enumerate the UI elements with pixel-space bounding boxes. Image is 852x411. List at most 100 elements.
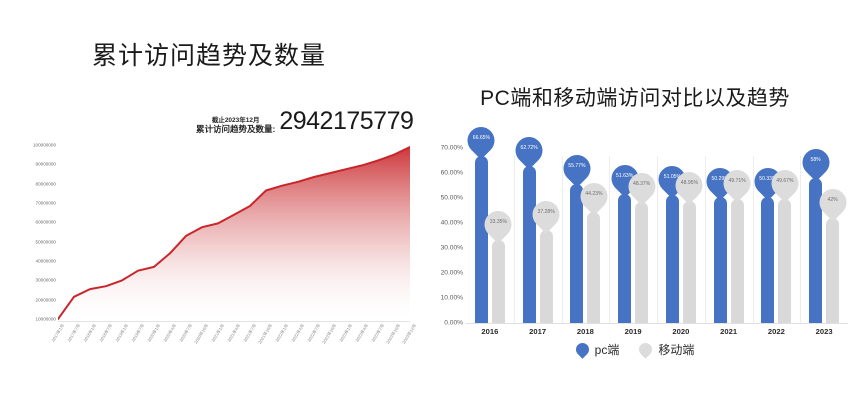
bar-pc-2018[interactable]: 55.77%: [557, 149, 596, 323]
left-x-tick-label: 2020年1月: [146, 323, 162, 343]
bar-pc-2016[interactable]: 66.65%: [462, 121, 501, 323]
left-x-tick-label: 2022年4月: [290, 323, 306, 343]
right-y-tick-label: 0.00%: [444, 319, 463, 327]
legend-label: pc端: [594, 343, 620, 357]
bar-value-label: 50.29%: [711, 176, 729, 183]
left-x-tick-label: 2021年4月: [226, 323, 242, 343]
right-x-tick-label: 2019: [624, 327, 642, 336]
right-x-tick-label: 2017: [529, 327, 547, 336]
bar-value-label: 48.95%: [680, 179, 699, 186]
value-pin-mobile-2023: 42%: [813, 183, 852, 222]
left-x-tick-label: 2022年7月: [306, 323, 322, 343]
bar-pc-2020[interactable]: 51.05%: [653, 160, 692, 323]
bar-value-label: 58%: [810, 156, 821, 163]
left-x-tick-label: 2023年7月: [370, 323, 386, 343]
cumulative-area-chart: 100000000 90000000 80000000 70000000 6000000…: [0, 143, 418, 368]
right-y-tick-label: 40.00%: [440, 219, 463, 227]
bar-group-2021: 50.29% 49.71%: [701, 148, 757, 323]
value-pin-pc-2016: 66.65%: [462, 121, 501, 160]
legend-item-pc[interactable]: pc端: [572, 340, 620, 359]
bar-mobile-2022[interactable]: 49.67%: [765, 164, 804, 323]
kpi-asof-label: 截止2023年12月: [211, 117, 260, 125]
value-pin-pc-2022: 50.33%: [748, 162, 787, 201]
left-x-tick-label: 2018年1月: [82, 323, 98, 343]
right-y-tick-label: 10.00%: [440, 294, 463, 302]
left-y-tick-label: 90000000: [35, 161, 56, 167]
bar-group-2020: 51.05% 48.95%: [653, 148, 709, 323]
kpi-metric-label: 累计访问趋势及数量:: [196, 123, 276, 134]
value-pin-pc-2021: 50.29%: [701, 162, 740, 201]
left-y-tick-label: 100000000: [33, 142, 56, 148]
bar-groups: 66.65% 33.35% 62.72% 37.28% 55.77% 44.23% 51.6…: [462, 121, 852, 323]
bar-mobile-2023[interactable]: 42%: [813, 183, 852, 323]
right-y-tick-label: 60.00%: [440, 169, 463, 177]
left-x-tick-label: 2019年1月: [114, 323, 130, 343]
bar-group-2019: 51.63% 48.37%: [605, 148, 661, 323]
right-y-tick-label: 30.00%: [440, 244, 463, 252]
legend-marker-icon: [636, 340, 656, 359]
kpi-callout: 截止2023年12月 累计访问趋势及数量: 2942175779: [196, 107, 414, 135]
legend-label: 移动端: [658, 343, 695, 357]
right-y-tick-label: 70.00%: [440, 144, 463, 152]
bar-group-2022: 50.33% 49.67%: [748, 148, 804, 323]
value-pin-mobile-2017: 37.28%: [527, 195, 566, 234]
bar-pc-2019[interactable]: 51.63%: [605, 159, 644, 323]
cumulative-visits-panel: 累计访问趋势及数量 截止2023年12月 累计访问趋势及数量: 29421757…: [0, 0, 418, 411]
bar-pc-2017[interactable]: 62.72%: [510, 131, 549, 323]
left-y-tick-label: 80000000: [35, 181, 56, 187]
bar-value-label: 49.67%: [776, 177, 794, 184]
bar-value-label: 62.72%: [520, 145, 538, 152]
bar-value-label: 66.65%: [472, 135, 491, 142]
bar-value-label: 51.63%: [615, 172, 634, 179]
left-x-tick-label: 2017年7月: [66, 323, 82, 343]
right-chart-title: PC端和移动端访问对比以及趋势: [480, 87, 790, 110]
right-y-tick-label: 20.00%: [440, 269, 463, 277]
left-x-tick-label: 2023年10月: [385, 323, 402, 345]
bar-value-label: 42%: [827, 196, 838, 203]
left-x-tick-label: 2022年10月: [321, 323, 338, 345]
bar-mobile-2020[interactable]: 48.95%: [670, 166, 709, 323]
right-x-tick-label: 2023: [815, 327, 833, 336]
right-x-tick-label: 2020: [672, 327, 690, 336]
left-x-tick-label: 2020年4月: [162, 323, 178, 343]
legend-item-mobile[interactable]: 移动端: [636, 340, 695, 359]
left-x-tick-label: 2021年10月: [257, 323, 274, 345]
value-pin-pc-2019: 51.63%: [605, 159, 644, 198]
left-x-tick-label: 2020年10月: [193, 323, 210, 345]
kpi-total-value: 2942175779: [279, 107, 414, 135]
left-chart-title: 累计访问趋势及数量: [91, 42, 326, 70]
value-pin-mobile-2018: 44.23%: [574, 177, 613, 216]
pc-vs-mobile-panel: PC端和移动端访问对比以及趋势 70.00% 60.00% 50.00% 40.00%…: [418, 0, 852, 411]
right-x-tick-label: 2016: [481, 327, 499, 336]
value-pin-pc-2017: 62.72%: [510, 131, 549, 170]
bar-value-label: 44.23%: [585, 191, 603, 198]
left-x-tick-label: 2023年1月: [338, 323, 354, 343]
value-pin-mobile-2021: 49.71%: [718, 164, 757, 203]
bar-value-label: 49.71%: [728, 177, 746, 184]
left-x-tick-label: 2018年7月: [98, 323, 114, 343]
bar-mobile-2018[interactable]: 44.23%: [574, 177, 613, 323]
bar-group-2017: 62.72% 37.28%: [510, 131, 566, 323]
bar-value-label: 37.28%: [537, 208, 555, 215]
bar-mobile-2016[interactable]: 33.35%: [479, 205, 518, 323]
bar-mobile-2017[interactable]: 37.28%: [527, 195, 566, 323]
left-x-tick-label: 2017年1月: [50, 323, 66, 343]
value-pin-mobile-2019: 48.37%: [622, 167, 661, 206]
bar-pc-2022[interactable]: 50.33%: [748, 162, 787, 323]
left-x-axis-line: [58, 321, 410, 322]
bar-pc-2023[interactable]: 58%: [796, 143, 835, 323]
kpi-label-block: 截止2023年12月 累计访问趋势及数量:: [196, 117, 276, 134]
area-series-svg: [58, 146, 410, 321]
bar-value-label: 55.77%: [568, 162, 586, 169]
right-y-axis: 70.00% 60.00% 50.00% 40.00% 30.00% 20.00% 10.0…: [418, 144, 466, 327]
bar-group-2023: 58% 42%: [796, 143, 852, 323]
right-y-tick-label: 50.00%: [440, 194, 463, 202]
area-fill-shape: [58, 147, 410, 321]
value-pin-pc-2018: 55.77%: [557, 149, 596, 188]
bar-value-label: 51.05%: [663, 174, 682, 181]
bar-pc-2021[interactable]: 50.29%: [701, 162, 740, 323]
bar-mobile-2021[interactable]: 49.71%: [718, 164, 757, 323]
bar-mobile-2019[interactable]: 48.37%: [622, 167, 661, 323]
value-pin-mobile-2016: 33.35%: [479, 205, 518, 244]
